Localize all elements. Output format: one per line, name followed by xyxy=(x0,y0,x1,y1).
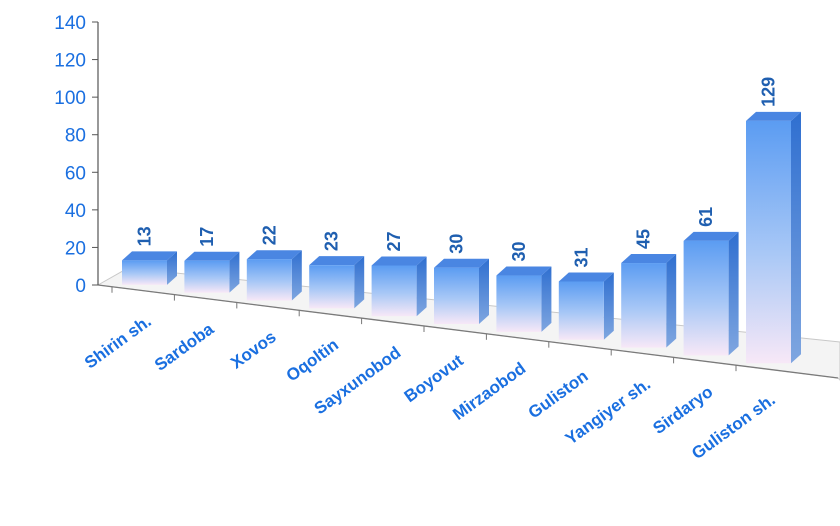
bar-side xyxy=(354,256,365,309)
bar-top xyxy=(184,251,240,261)
bar-top xyxy=(621,254,677,264)
bar-side xyxy=(229,251,240,293)
y-tick-label: 120 xyxy=(54,51,86,72)
data-label: 129 xyxy=(759,77,779,107)
bar-front xyxy=(621,263,667,348)
bar-top xyxy=(496,266,552,276)
bar-side xyxy=(416,256,427,317)
x-category-label: Xovos xyxy=(227,327,279,372)
bar xyxy=(746,111,801,364)
bar xyxy=(496,266,552,332)
data-label: 13 xyxy=(135,226,155,246)
bar-side xyxy=(603,272,614,340)
x-category-label: Oqoltin xyxy=(283,335,342,385)
bar xyxy=(122,251,177,285)
bar-side xyxy=(666,254,677,348)
x-axis-line xyxy=(97,284,839,379)
bar-front xyxy=(558,281,604,340)
bar-front xyxy=(434,267,479,325)
data-label: 23 xyxy=(322,231,342,251)
x-category-label: Boyovut xyxy=(401,351,467,407)
bar-top xyxy=(246,250,302,260)
bar xyxy=(558,272,614,340)
bar-top xyxy=(434,258,489,268)
y-axis: 0 20 40 60 80 100 120 140 xyxy=(54,13,99,297)
bar xyxy=(184,251,240,293)
bar-front xyxy=(184,260,230,293)
x-category-label: Sardoba xyxy=(151,319,218,375)
data-label: 27 xyxy=(384,231,404,251)
y-tick-label: 40 xyxy=(65,201,86,222)
bar-side xyxy=(291,250,302,301)
bar-side xyxy=(541,266,552,332)
bar xyxy=(246,250,302,301)
bar xyxy=(434,258,489,325)
bar-front xyxy=(496,275,542,332)
y-tick-label: 20 xyxy=(65,238,86,259)
bar-side xyxy=(167,251,177,285)
bar-top xyxy=(746,111,801,121)
data-label: 17 xyxy=(197,227,217,247)
bar xyxy=(621,254,677,348)
bar-front xyxy=(122,260,167,285)
y-tick-label: 100 xyxy=(54,88,86,109)
bar-side xyxy=(479,258,489,325)
bar-side xyxy=(728,231,739,356)
bar-front xyxy=(683,240,729,356)
bar-top xyxy=(558,272,614,282)
data-label: 22 xyxy=(259,225,279,245)
y-tick-label: 60 xyxy=(65,163,86,184)
bar xyxy=(371,256,427,317)
data-label: 30 xyxy=(509,242,529,262)
bar xyxy=(683,231,739,356)
bar-front xyxy=(246,259,292,301)
bar-top xyxy=(309,256,365,266)
bar-front xyxy=(309,265,355,309)
data-label: 61 xyxy=(696,207,716,227)
data-label: 45 xyxy=(634,229,654,249)
y-tick-label: 0 xyxy=(75,276,86,297)
bar xyxy=(309,256,365,309)
data-label: 31 xyxy=(571,247,591,267)
bar-side xyxy=(791,111,801,364)
x-category-label: Shirin sh. xyxy=(81,312,155,373)
x-category-label: Guliston xyxy=(525,366,592,422)
bar-front xyxy=(746,120,791,364)
bar-top xyxy=(683,231,739,241)
data-label: 30 xyxy=(447,234,467,254)
y-tick-label: 140 xyxy=(54,13,86,34)
bar-front xyxy=(371,265,417,317)
y-tick-label: 80 xyxy=(65,126,86,147)
bar-top xyxy=(122,251,177,261)
bar-top xyxy=(371,256,427,266)
bars: 13 17 22 23 27 30 30 31 45 61 129 xyxy=(122,77,801,364)
x-category-label: Sirdaryo xyxy=(649,382,716,438)
